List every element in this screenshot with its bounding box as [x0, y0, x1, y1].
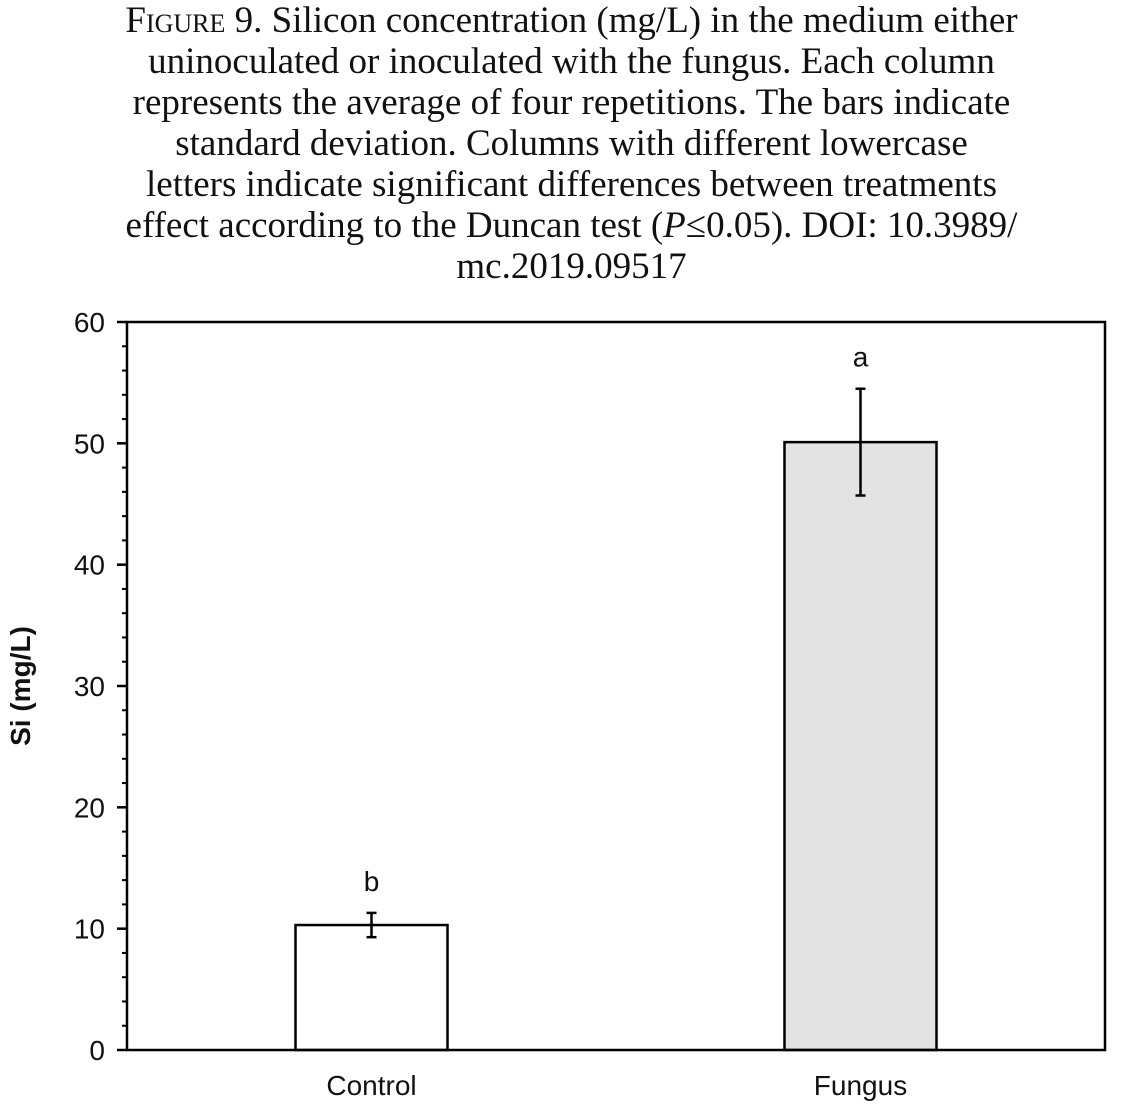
caption-p-symbol: P — [663, 205, 686, 246]
caption-line-7: mc.2019.09517 — [456, 246, 687, 287]
y-tick-label: 10 — [74, 914, 105, 945]
significance-labels-layer: ba — [364, 342, 869, 897]
significance-letter: b — [364, 866, 380, 897]
y-tick-label: 30 — [74, 671, 105, 702]
error-bars-layer — [366, 387, 866, 939]
y-tick-label: 60 — [74, 307, 105, 338]
caption-line-2: uninoculated or inoculated with the fung… — [148, 41, 995, 82]
figure-label: Figure 9. — [125, 0, 263, 41]
significance-letter: a — [853, 342, 869, 373]
y-tick-label: 40 — [74, 550, 105, 581]
caption-line-4: standard deviation. Columns with differe… — [175, 123, 968, 164]
figure-caption: Figure 9. Silicon concentration (mg/L) i… — [0, 0, 1143, 287]
bar-fungus — [783, 440, 938, 1052]
x-tick-label: Control — [326, 1070, 416, 1101]
caption-line-5: letters indicate significant differences… — [146, 164, 997, 205]
y-axis-label: Si (mg/L) — [5, 626, 36, 746]
caption-line-6-end: ≤0.05). DOI: 10.3989/ — [685, 205, 1018, 246]
bar-control — [294, 923, 449, 1052]
caption-line-3: represents the average of four repetitio… — [132, 82, 1011, 123]
x-axis: Control Fungus — [326, 1070, 907, 1101]
bars-layer — [294, 440, 938, 1052]
y-axis: 0 10 20 30 40 50 60 — [74, 307, 127, 1066]
y-tick-label: 20 — [74, 792, 105, 823]
caption-line-6-start: effect according to the Duncan test ( — [125, 205, 664, 246]
plot-frame — [125, 320, 1107, 1052]
y-tick-label: 50 — [74, 428, 105, 459]
caption-line-1: Silicon concentration (mg/L) in the medi… — [271, 0, 1018, 41]
y-tick-label: 0 — [89, 1035, 105, 1066]
x-tick-label: Fungus — [814, 1070, 907, 1101]
